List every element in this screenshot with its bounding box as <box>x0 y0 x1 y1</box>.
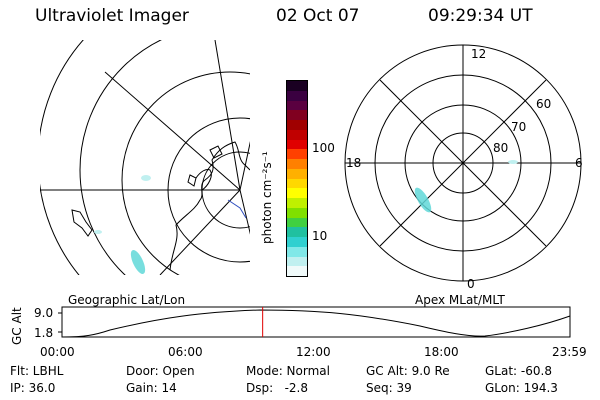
colorbar-swatch <box>287 168 307 179</box>
mlat-label-60: 60 <box>536 97 552 111</box>
lat-circle <box>121 71 250 275</box>
colorbar-swatch <box>287 237 307 247</box>
apex-map-label: Apex MLat/MLT <box>415 293 505 307</box>
colorbar-swatch <box>287 217 307 228</box>
timeline-ytick-high: 9.0 <box>34 306 54 320</box>
colorbar-swatch <box>287 256 307 267</box>
info-dsp: Dsp: -2.8 <box>246 381 309 395</box>
aurora-patch <box>141 175 151 181</box>
coast-highlight <box>227 199 247 219</box>
info-mode: Mode: Normal <box>246 364 330 378</box>
info-gc-alt: GC Alt: 9.0 Re <box>366 364 450 378</box>
info-glon: GLon: 194.3 <box>485 381 558 395</box>
colorbar-swatch <box>287 100 307 111</box>
colorbar-swatch <box>287 120 307 130</box>
colorbar-swatch <box>287 188 307 198</box>
meridian-line <box>214 40 241 191</box>
date-label: 02 Oct 07 <box>276 6 360 26</box>
info-ip: IP: 36.0 <box>10 381 56 395</box>
mlt-label-6: 6 <box>575 156 583 170</box>
meridian-line <box>104 71 241 191</box>
info-glat: GLat: -60.8 <box>485 364 552 378</box>
aurora-patch <box>508 160 518 164</box>
meridian-line <box>239 189 250 235</box>
colorbar-swatch <box>287 139 307 150</box>
colorbar-swatch <box>287 266 307 276</box>
info-seq: Seq: 39 <box>366 381 412 395</box>
colorbar-swatch <box>287 178 307 189</box>
colorbar-swatch <box>287 110 307 120</box>
antarctica-coastline <box>169 141 250 271</box>
mlt-label-12: 12 <box>471 47 487 61</box>
colorbar-tick-10: 10 <box>312 229 328 243</box>
time-label: 09:29:34 UT <box>428 6 533 26</box>
colorbar-swatch <box>287 90 307 101</box>
colorbar-swatch <box>287 149 307 159</box>
geographic-map-label: Geographic Lat/Lon <box>68 293 186 307</box>
timeline-xtick-1800: 18:00 <box>424 345 459 359</box>
timeline-xtick-1200: 12:00 <box>296 345 331 359</box>
colorbar-swatch <box>287 207 307 218</box>
lat-circle <box>79 40 162 275</box>
colorbar-tick-100: 100 <box>312 141 335 155</box>
timeline-xtick-0600: 06:00 <box>168 345 203 359</box>
instrument-title: Ultraviolet Imager <box>35 6 189 26</box>
colorbar-swatch <box>287 81 307 91</box>
colorbar <box>286 80 308 277</box>
mlt-diagonal <box>379 79 547 247</box>
colorbar-swatch <box>287 129 307 140</box>
island-outline <box>71 209 93 237</box>
mlat-label-70: 70 <box>511 120 527 134</box>
island-outline <box>187 174 197 187</box>
mlt-label-18: 18 <box>346 156 362 170</box>
timeline-xtick-2359: 23:59 <box>552 345 587 359</box>
colorbar-swatch <box>287 159 307 169</box>
colorbar-swatch <box>287 227 307 237</box>
mlt-label-0: 0 <box>467 277 475 291</box>
timeline-xtick-0000: 00:00 <box>40 345 75 359</box>
altitude-curve <box>61 309 571 338</box>
info-filter: Flt: LBHL <box>10 364 64 378</box>
colorbar-swatch <box>287 198 307 208</box>
timeline-ytick-low: 1.8 <box>34 326 54 340</box>
info-gain: Gain: 14 <box>126 381 177 395</box>
aurora-patch <box>94 230 102 234</box>
mlat-label-80: 80 <box>493 141 509 155</box>
meridian-line <box>159 189 241 275</box>
info-door: Door: Open <box>126 364 195 378</box>
aurora-patch <box>414 187 432 213</box>
colorbar-swatch <box>287 246 307 257</box>
meridian-line <box>239 140 250 191</box>
aurora-patch <box>130 250 146 274</box>
island-outline <box>209 145 223 159</box>
